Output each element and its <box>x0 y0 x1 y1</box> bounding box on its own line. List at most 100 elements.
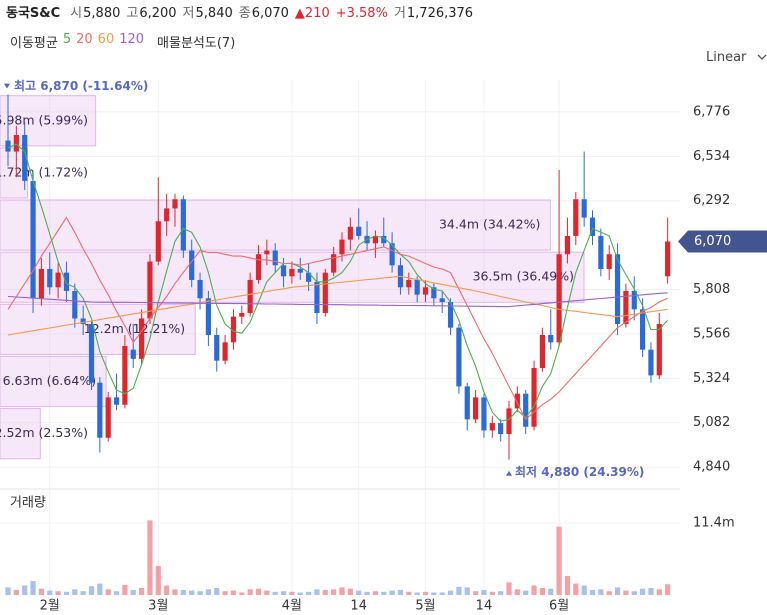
candle-body <box>389 243 395 266</box>
stock-name: 동국S&C <box>6 6 61 21</box>
dropdown-arrow <box>757 54 767 60</box>
y-tick-label: 4,840 <box>693 460 730 475</box>
field-label: 시 <box>70 6 83 21</box>
candle-body <box>589 217 596 236</box>
candle-body <box>439 298 445 302</box>
candle-body <box>5 140 11 152</box>
scale-dropdown[interactable]: Linear <box>706 50 767 65</box>
candle-body <box>306 272 312 282</box>
volume-bar <box>197 591 203 595</box>
profile-bar <box>0 199 551 251</box>
field: 거1,726,376 <box>394 2 473 21</box>
candle-body <box>481 397 487 431</box>
volume-bar <box>489 591 495 595</box>
volume-bar <box>22 585 28 595</box>
volume-bar <box>205 589 211 595</box>
candle-body <box>498 423 504 435</box>
y-tick-label: 5,566 <box>693 326 730 341</box>
candle-body <box>539 335 545 369</box>
profile-label: 36.5m (36.49%) <box>473 269 574 284</box>
volume-bar <box>38 588 44 595</box>
volume-bar <box>406 591 412 595</box>
x-tick-label: 14 <box>476 599 493 614</box>
field-label: 저 <box>182 6 195 21</box>
y-tick-label: 6,534 <box>693 149 730 164</box>
volume-bar <box>347 588 353 595</box>
y-tick-label: 6,776 <box>693 104 730 119</box>
volume-bar <box>539 588 545 595</box>
candle-body <box>456 327 462 387</box>
candle-body <box>230 316 237 343</box>
volume-bar <box>314 589 320 595</box>
candle-body <box>72 290 78 319</box>
volume-bar <box>531 585 537 595</box>
profile-bar <box>0 303 196 355</box>
candle-body <box>631 290 637 310</box>
candle-body <box>623 290 629 324</box>
field-label: 거 <box>393 6 406 21</box>
volume-bar <box>297 592 303 595</box>
volume-bar <box>130 589 136 595</box>
x-tick-label: 2월 <box>40 599 60 614</box>
field-value: 1,726,376 <box>406 6 474 21</box>
volume-bar <box>431 592 437 595</box>
candle-body <box>339 239 345 255</box>
candle-body <box>105 397 111 438</box>
volume-bar <box>548 588 554 595</box>
y-tick-label: 5,324 <box>693 371 730 386</box>
candle-body <box>640 309 646 350</box>
volume-bar <box>631 591 637 595</box>
volume-bar <box>155 565 161 595</box>
legend-entry: 5 <box>62 32 72 47</box>
volume-bar <box>264 590 270 595</box>
candle-body <box>665 241 671 277</box>
candle-body <box>648 349 654 376</box>
candle-body <box>347 226 353 240</box>
x-tick-label: 5월 <box>415 599 435 614</box>
legend-entry: 120 <box>119 32 145 47</box>
candle-body <box>447 301 454 328</box>
candle-body <box>414 279 420 295</box>
candle-body <box>280 265 287 277</box>
field-value: 6,070 <box>251 6 289 21</box>
volume-bar <box>13 589 19 595</box>
legend-entry: 20 <box>76 32 93 47</box>
candle-body <box>581 199 587 218</box>
volume-bar <box>447 590 454 595</box>
volume-bar <box>372 591 378 595</box>
candle-body <box>164 208 170 222</box>
volume-bar <box>47 590 53 595</box>
volume-bar <box>640 588 646 595</box>
candle-body <box>656 323 662 376</box>
profile-label: 1.72m (1.72%) <box>0 164 88 179</box>
candle-body <box>564 235 571 255</box>
volume-bar <box>331 589 337 595</box>
profile-bar <box>0 408 41 460</box>
candle-body <box>406 279 412 288</box>
candle-body <box>38 268 44 299</box>
volume-bar <box>189 590 195 595</box>
volume-bar <box>356 590 362 595</box>
volume-bar <box>55 591 61 595</box>
volume-bar <box>456 586 462 595</box>
volume-bar <box>88 586 95 595</box>
candle-body <box>506 408 512 435</box>
candle-body <box>147 261 153 319</box>
candle-body <box>364 235 370 244</box>
volume-bar <box>665 584 671 595</box>
candle-body <box>47 268 53 288</box>
candle-body <box>122 346 128 405</box>
profile-bar <box>0 251 585 303</box>
candle-body <box>63 272 70 291</box>
candle-body <box>381 235 387 244</box>
volume-bar <box>272 591 278 595</box>
indicator-legend[interactable]: 이동평균 5 20 60 120 매물분석도(7) <box>10 32 235 51</box>
volume-bar <box>481 589 487 595</box>
volume-bar <box>239 592 245 595</box>
candle-body <box>97 382 103 438</box>
annotation-label: 최고 6,870 (-11.64%) <box>14 78 148 93</box>
volume-bar <box>389 590 395 595</box>
profile-bar <box>0 147 29 199</box>
volume-bar <box>30 581 36 595</box>
